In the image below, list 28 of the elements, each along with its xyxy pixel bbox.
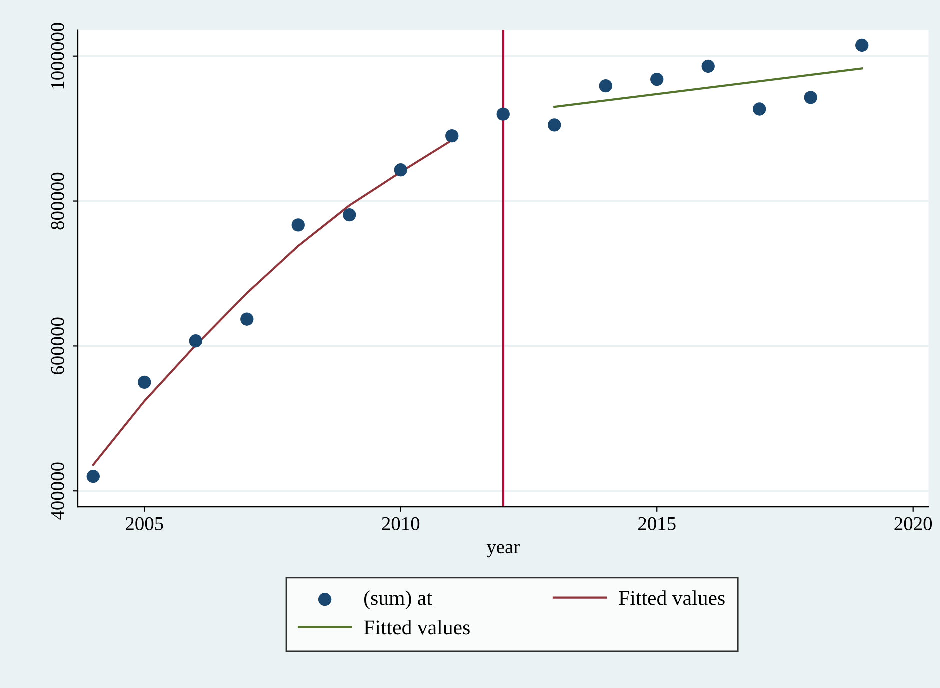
point	[446, 129, 459, 143]
point	[650, 72, 664, 86]
point	[753, 102, 766, 116]
point	[856, 38, 869, 52]
point	[189, 334, 202, 348]
point	[599, 79, 612, 93]
y-tick-label: 800000	[51, 172, 64, 230]
legend-label: Fitted values	[619, 590, 725, 606]
legend-label: Fitted values	[364, 620, 470, 635]
point	[548, 118, 562, 132]
y-tick-label: 600000	[51, 318, 64, 375]
legend-label: (sum) at	[364, 590, 432, 610]
point	[394, 164, 408, 177]
point	[240, 312, 254, 326]
point	[138, 376, 152, 390]
point	[804, 91, 818, 104]
y-tick-label: 1000000	[51, 23, 64, 89]
y-tick-label: 400000	[51, 462, 64, 520]
point	[86, 470, 100, 484]
point	[496, 108, 510, 121]
x-tick-label: 2010	[382, 517, 420, 530]
point	[702, 60, 715, 74]
point	[343, 208, 356, 222]
x-tick-label: 2005	[126, 517, 164, 530]
x-tick-label: 2020	[894, 517, 932, 530]
x-tick-label: 2015	[638, 517, 676, 530]
x-axis-title: year	[486, 544, 520, 558]
point	[292, 218, 305, 232]
